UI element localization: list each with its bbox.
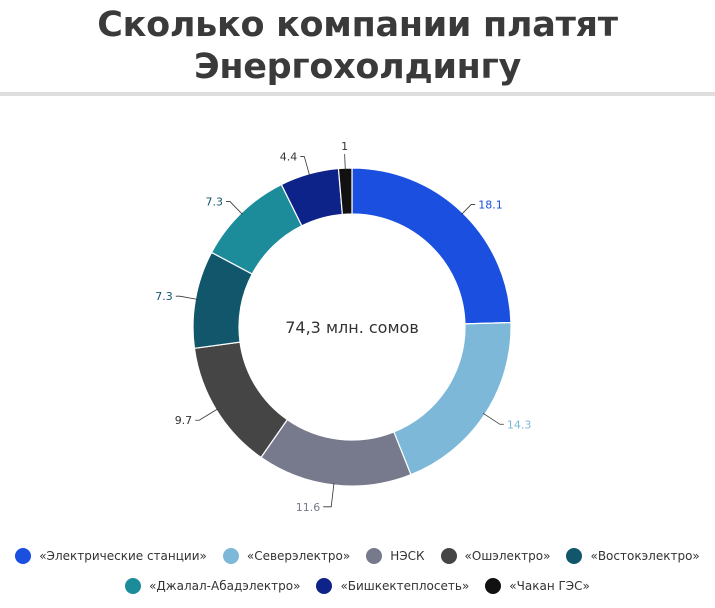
legend-swatch	[125, 578, 142, 594]
slice-data-label: 11.6	[296, 501, 321, 514]
legend-swatch	[15, 548, 32, 564]
donut-slices	[192, 167, 512, 487]
donut-center-label: 74,3 млн. сомов	[285, 318, 419, 337]
chart-title: Сколько компании платят Энергохолдингу	[97, 5, 618, 87]
chart-legend: «Электрические станции» «Северэлектро» НЭС…	[0, 548, 715, 594]
legend-swatch	[566, 548, 583, 564]
legend-item[interactable]: «Бишкектеплосеть»	[316, 578, 469, 594]
legend-item[interactable]: «Ошэлектро»	[440, 548, 551, 564]
slice-data-label: 18.1	[478, 198, 503, 211]
slice-leader-line	[482, 412, 504, 425]
slice-data-label: 1	[341, 140, 348, 153]
legend-item[interactable]: НЭСК	[366, 548, 425, 564]
donut-slice	[260, 418, 412, 487]
donut-slice	[193, 341, 289, 459]
legend-swatch	[222, 548, 239, 564]
legend-label: «Ошэлектро»	[464, 549, 551, 563]
donut-slice	[351, 167, 512, 325]
legend-label: НЭСК	[390, 549, 425, 563]
slice-leader-line	[175, 295, 198, 300]
slice-leader-line	[323, 482, 335, 508]
legend-label: «Электрические станции»	[39, 549, 207, 563]
legend-item[interactable]: «Востокэлектро»	[566, 548, 700, 564]
slice-leader-line	[344, 154, 346, 171]
donut-slice	[393, 321, 512, 476]
donut-slice	[337, 167, 353, 216]
legend-label: «Чакан ГЭС»	[509, 579, 590, 593]
legend-swatch	[366, 548, 383, 564]
slice-leader-line	[225, 201, 243, 215]
slice-leader-line	[195, 408, 219, 421]
slice-data-label: 7.3	[155, 290, 173, 303]
slice-data-label: 9.7	[175, 414, 193, 427]
title-divider	[0, 92, 715, 96]
legend-item[interactable]: «Чакан ГЭС»	[485, 578, 590, 594]
slice-leader-line	[300, 156, 311, 176]
slice-leader-lines	[175, 154, 504, 508]
legend-swatch	[440, 548, 457, 564]
donut-chart: 18.1 14.3 11.6 9.7 7.3 7.3 4.4 1 74,3 млн. сомо…	[155, 140, 531, 514]
legend-swatch	[485, 578, 502, 594]
legend-label: «Джалал-Абадэлектро»	[149, 579, 301, 593]
legend-item[interactable]: «Северэлектро»	[222, 548, 351, 564]
slice-leader-line	[461, 204, 476, 215]
slice-data-label: 7.3	[205, 196, 223, 209]
slice-data-label: 14.3	[507, 418, 532, 431]
slice-data-labels: 18.1 14.3 11.6 9.7 7.3 7.3 4.4 1	[155, 140, 531, 514]
legend-swatch	[316, 578, 333, 594]
legend-label: «Северэлектро»	[246, 549, 351, 563]
slice-data-label: 4.4	[280, 151, 298, 164]
legend-label: «Бишкектеплосеть»	[340, 579, 470, 593]
legend-label: «Востокэлектро»	[590, 549, 700, 563]
legend-item[interactable]: «Джалал-Абадэлектро»	[125, 578, 300, 594]
legend-item[interactable]: «Электрические станции»	[15, 548, 207, 564]
